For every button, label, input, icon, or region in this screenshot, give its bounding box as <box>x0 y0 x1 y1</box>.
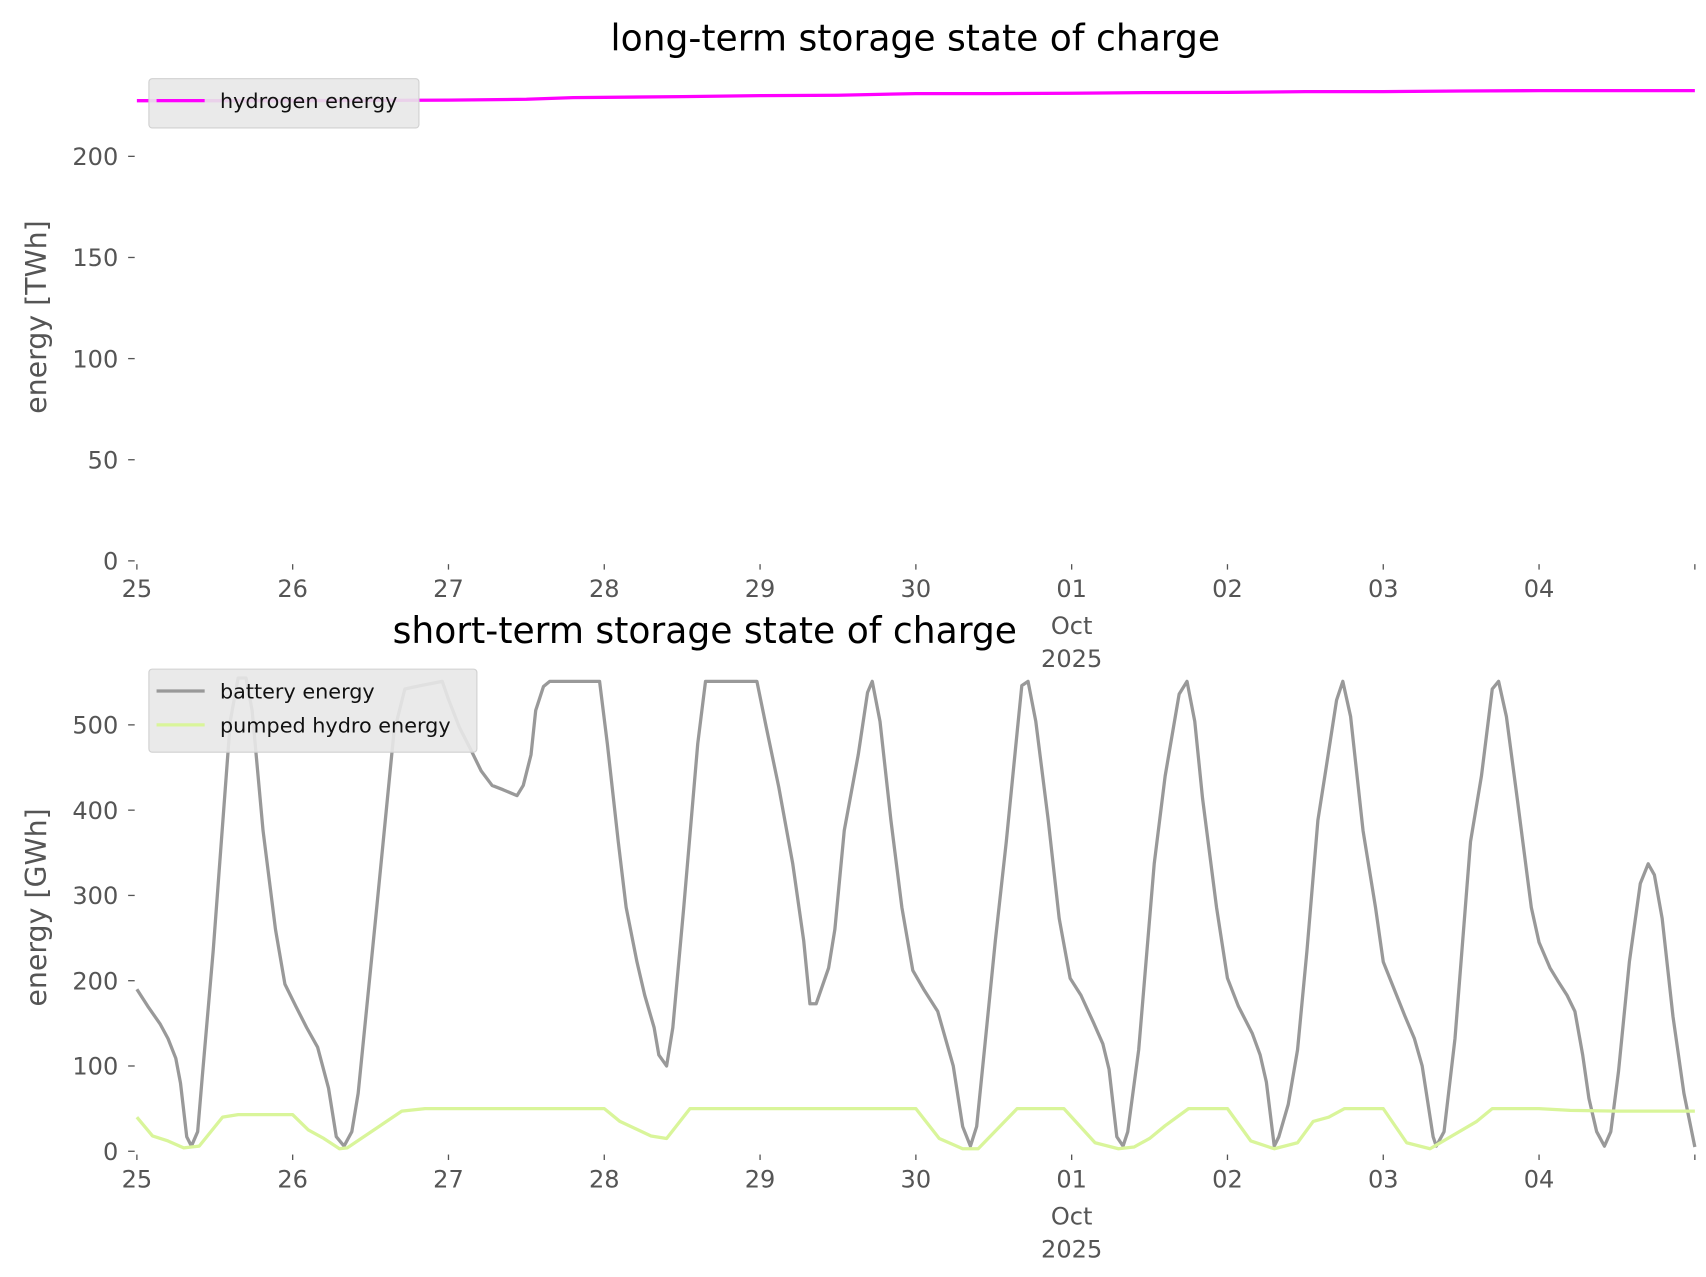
x-tick-label: 04 <box>1524 1165 1555 1193</box>
y-tick-label: 100 <box>72 1053 118 1081</box>
x-tick-sublabel: Oct <box>1051 612 1093 640</box>
x-tick-label: 01 <box>1056 575 1087 603</box>
series-line-pumped-hydro-energy <box>135 1106 1695 1151</box>
x-tick-label: 27 <box>433 575 464 603</box>
x-tick-label: 30 <box>901 575 932 603</box>
x-tick-label: 29 <box>745 1165 776 1193</box>
x-tick-label: 26 <box>277 575 308 603</box>
legend-label: hydrogen energy <box>220 89 397 113</box>
x-tick-label: 04 <box>1524 575 1555 603</box>
x-tick-label: 27 <box>433 1165 464 1193</box>
y-tick-label: 0 <box>103 548 118 576</box>
legend-box <box>148 78 420 129</box>
x-tick-label: 25 <box>122 1165 153 1193</box>
x-tick-label: 29 <box>745 575 776 603</box>
chart-title: long-term storage state of charge <box>611 17 1221 59</box>
x-tick-label: 02 <box>1212 1165 1243 1193</box>
y-tick-label: 150 <box>72 244 118 272</box>
series-line-battery-energy <box>135 676 1697 1148</box>
long-term-chart: long-term storage state of charge energy … <box>20 17 1696 673</box>
x-tick-sublabel: 2025 <box>1041 645 1102 673</box>
x-tick-label: 01 <box>1056 1165 1087 1193</box>
x-tick-label: 25 <box>122 575 153 603</box>
x-tick-label: 03 <box>1368 1165 1399 1193</box>
legend-box <box>148 668 478 753</box>
x-tick-label: 03 <box>1368 575 1399 603</box>
y-tick-label: 0 <box>103 1138 118 1166</box>
x-tick-label: 26 <box>277 1165 308 1193</box>
legend-label: battery energy <box>220 680 375 704</box>
y-axis-label: energy [GWh] <box>20 808 53 1006</box>
x-tick-label: 28 <box>589 1165 620 1193</box>
y-axis-label: energy [TWh] <box>20 220 53 414</box>
y-tick-label: 50 <box>88 446 119 474</box>
chart-title: short-term storage state of charge <box>393 610 1017 652</box>
x-tick-sublabel: Oct <box>1051 1203 1093 1231</box>
short-term-chart: short-term storage state of charge energy… <box>20 610 1697 1263</box>
y-tick-label: 300 <box>72 882 118 910</box>
x-tick-label: 02 <box>1212 575 1243 603</box>
series-line-hydrogen-energy <box>136 88 1695 103</box>
y-tick-label: 200 <box>72 143 118 171</box>
x-tick-label: 30 <box>901 1165 932 1193</box>
y-tick-label: 100 <box>72 345 118 373</box>
y-tick-label: 200 <box>72 967 118 995</box>
legend-label: pumped hydro energy <box>220 714 451 738</box>
y-tick-label: 500 <box>72 712 118 740</box>
x-tick-label: 28 <box>589 575 620 603</box>
x-tick-sublabel: 2025 <box>1041 1235 1102 1263</box>
y-tick-label: 400 <box>72 797 118 825</box>
